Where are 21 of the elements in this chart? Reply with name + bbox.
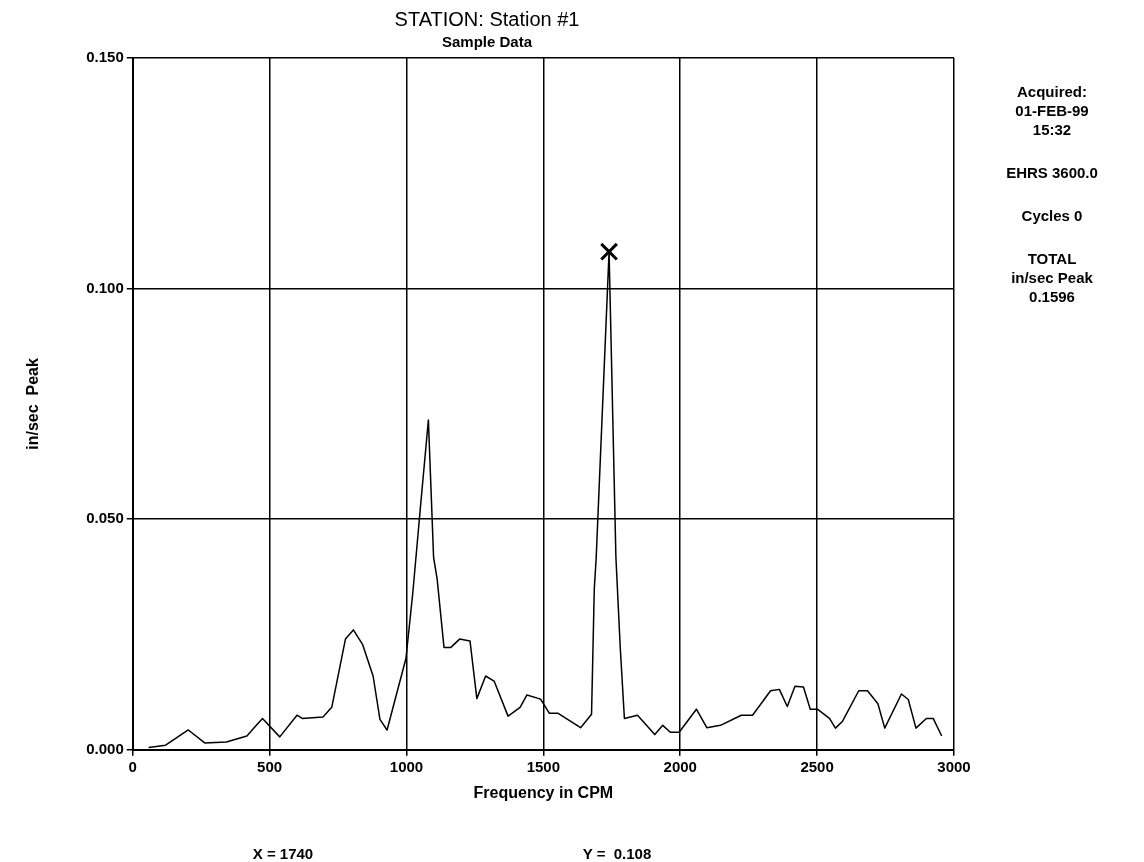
chart-title: STATION: Station #1 — [394, 7, 580, 30]
y-tick-label: 0.150 — [86, 48, 124, 66]
text: EHRS 3600.0 — [1005, 163, 1099, 182]
chart-subtitle: Sample Data — [441, 33, 533, 51]
y-tick-label: 0.000 — [86, 739, 124, 757]
x-tick-label: 0 — [128, 757, 137, 775]
x-tick-label: 1500 — [526, 757, 561, 775]
text: Y = 0.108 — [582, 844, 652, 862]
text: X = 1740 — [252, 844, 314, 862]
x-tick-label: 2000 — [663, 757, 697, 775]
x-tick-label: 1000 — [389, 757, 424, 775]
text: TOTAL in/sec Peak 0.1596 — [1010, 249, 1094, 306]
x-tick-label: 500 — [257, 757, 283, 775]
y-tick-label: 0.050 — [86, 509, 124, 527]
text: Cycles 0 — [1020, 206, 1084, 225]
x-axis-title: Frequency in CPM — [473, 783, 614, 801]
x-tick-label: 2500 — [800, 757, 834, 775]
y-tick-label: 0.100 — [86, 278, 124, 296]
text: Acquired: 01-FEB-99 15:32 — [1014, 82, 1090, 139]
x-tick-label: 3000 — [937, 757, 971, 775]
y-axis-title: in/sec Peak — [24, 357, 42, 450]
